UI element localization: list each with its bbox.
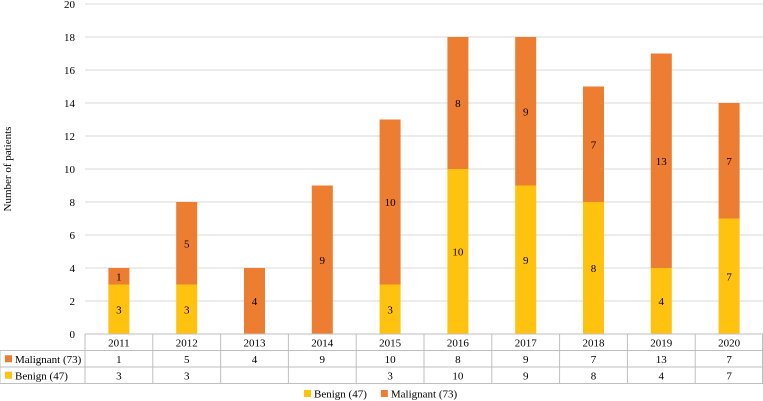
- data-label-benign-2016: 10: [452, 247, 464, 259]
- legend-label-malignant: Malignant (73): [391, 389, 458, 401]
- table-cell-benign-2016: 10: [452, 370, 464, 382]
- y-tick-label: 16: [64, 65, 76, 77]
- y-tick-label: 14: [64, 98, 76, 110]
- table-cell-benign-2019: 4: [659, 370, 665, 382]
- y-tick-label: 10: [64, 164, 76, 176]
- x-tick-label: 2016: [447, 337, 470, 349]
- bar-malignant-2016: [447, 37, 469, 169]
- table-cell-malignant-2012: 5: [184, 354, 190, 366]
- data-label-benign-2020: 7: [726, 271, 732, 283]
- table-legend-key-benign: [5, 371, 12, 379]
- bar-malignant-2013: [244, 268, 265, 334]
- data-label-malignant-2017: 9: [523, 106, 529, 118]
- data-label-malignant-2016: 8: [455, 98, 461, 110]
- bar-malignant-2018: [583, 86, 604, 202]
- y-axis: 0 2 4 6 8 10 12 14 16 18 20: [64, 0, 76, 341]
- table-cell-malignant-2018: 7: [591, 354, 597, 366]
- legend-key-benign: [304, 390, 311, 397]
- bar-benign-2011: [108, 284, 130, 334]
- bar-malignant-2011: [108, 268, 130, 285]
- table-cell-malignant-2015: 10: [385, 354, 397, 366]
- x-tick-label: 2012: [176, 337, 198, 349]
- y-tick-label: 0: [70, 329, 76, 341]
- bar-benign-2015: [379, 284, 401, 334]
- x-tick-label: 2014: [311, 337, 334, 349]
- y-tick-label: 12: [64, 131, 75, 143]
- bar-benign-2018: [583, 202, 604, 334]
- table-row-label-malignant: Malignant (73): [15, 354, 82, 366]
- data-label-malignant-2020: 7: [726, 156, 732, 168]
- y-tick-label: 8: [70, 197, 76, 209]
- table-cell-benign-2017: 9: [523, 370, 529, 382]
- data-label-malignant-2013: 4: [252, 296, 258, 308]
- bar-malignant-2017: [515, 37, 537, 186]
- table-legend-key-malignant: [5, 355, 12, 363]
- bar-malignant-2020: [718, 103, 740, 219]
- table-cell-malignant-2019: 13: [656, 354, 668, 366]
- table-cell-benign-2011: 3: [116, 370, 122, 382]
- data-label-benign-2017: 9: [523, 255, 529, 267]
- data-label-malignant-2015: 10: [385, 197, 397, 209]
- table-cell-benign-2015: 3: [387, 370, 393, 382]
- data-label-benign-2011: 3: [116, 304, 122, 316]
- x-tick-label: 2017: [515, 337, 538, 349]
- bar-benign-2020: [718, 218, 740, 334]
- gridlines: [85, 3, 763, 335]
- table-cell-malignant-2014: 9: [320, 354, 326, 366]
- data-label-benign-2019: 4: [659, 296, 665, 308]
- table-row-label-benign: Benign (47): [15, 370, 68, 382]
- bar-malignant-2012: [176, 202, 198, 285]
- y-tick-label: 18: [64, 32, 76, 44]
- x-tick-label: 2020: [718, 337, 741, 349]
- table-cell-benign-2020: 7: [726, 370, 732, 382]
- table-cell-malignant-2017: 9: [523, 354, 529, 366]
- data-label-benign-2015: 3: [387, 304, 393, 316]
- data-label-malignant-2011: 1: [116, 271, 122, 283]
- x-tick-label: 2013: [244, 337, 267, 349]
- data-label-malignant-2012: 5: [184, 238, 190, 250]
- data-label-malignant-2014: 9: [320, 255, 326, 267]
- y-tick-label: 4: [70, 263, 76, 275]
- y-tick-label: 2: [70, 296, 76, 308]
- data-table: 2011 2012 2013 2014 2015 2016 2017 2018 2019 2020…: [0, 333, 763, 384]
- x-tick-label: 2015: [379, 337, 402, 349]
- table-cell-benign-2018: 8: [591, 370, 597, 382]
- bar-malignant-2014: [311, 185, 333, 334]
- data-label-benign-2018: 8: [591, 263, 597, 275]
- bar-malignant-2015: [379, 119, 401, 285]
- legend-label-benign: Benign (47): [314, 389, 367, 401]
- table-cell-malignant-2011: 1: [116, 354, 122, 366]
- legend: Benign (47) Malignant (73): [304, 389, 457, 401]
- legend-key-malignant: [380, 390, 388, 397]
- x-tick-label: 2018: [583, 337, 606, 349]
- y-tick-label: 20: [64, 0, 76, 11]
- table-cell-malignant-2020: 7: [726, 354, 732, 366]
- data-label-benign-2012: 3: [184, 304, 190, 316]
- y-axis-title: Number of patients: [2, 127, 14, 212]
- bar-malignant-2019: [650, 53, 672, 268]
- bar-benign-2019: [650, 268, 672, 334]
- bar-benign-2017: [515, 185, 537, 334]
- x-tick-label: 2011: [108, 337, 130, 349]
- table-cell-malignant-2016: 8: [455, 354, 461, 366]
- x-tick-label: 2019: [650, 337, 673, 349]
- data-label-malignant-2019: 13: [656, 156, 668, 168]
- bar-benign-2016: [447, 169, 469, 334]
- table-cell-benign-2012: 3: [184, 370, 190, 382]
- y-tick-label: 6: [70, 230, 76, 242]
- table-cell-malignant-2013: 4: [252, 354, 258, 366]
- data-label-malignant-2018: 7: [591, 139, 597, 151]
- bar-benign-2012: [176, 284, 198, 334]
